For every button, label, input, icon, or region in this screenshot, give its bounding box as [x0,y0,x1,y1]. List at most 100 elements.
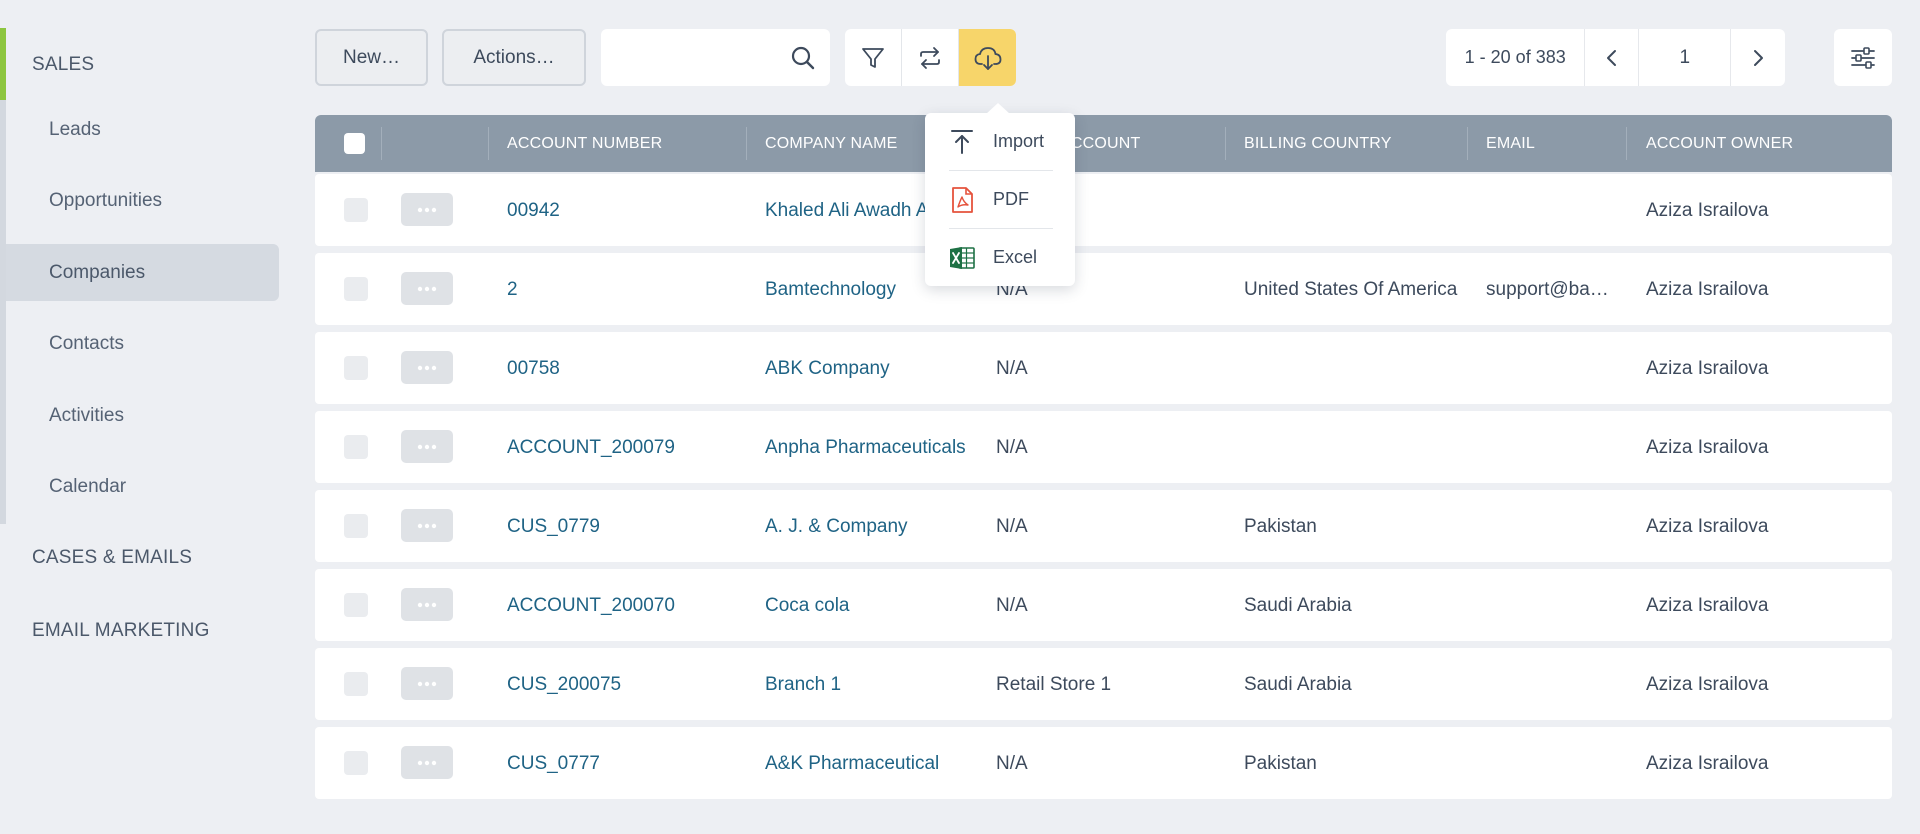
header-separator [488,127,489,160]
account-owner-cell: Aziza Israilova [1646,436,1769,458]
sidebar-item-leads[interactable]: Leads [49,118,101,140]
column-settings-button[interactable] [1834,29,1892,86]
billing-country-cell: United States Of America [1244,278,1458,300]
export-dropdown: Import PDF Excel [925,103,1075,286]
row-actions-button[interactable] [401,193,453,226]
sidebar-item-opportunities[interactable]: Opportunities [49,189,163,211]
company-name-link[interactable]: Branch 1 [765,673,842,695]
new-button[interactable]: New… [315,29,428,86]
account-owner-cell: Aziza Israilova [1646,594,1769,616]
parent-account-cell: N/A [996,357,1028,379]
import-menu-item[interactable]: Import [925,113,1075,170]
sidebar-item-activities[interactable]: Activities [49,404,124,426]
billing-country-cell [1244,332,1464,404]
refresh-button[interactable] [902,29,959,86]
account-owner-cell: Aziza Israilova [1646,278,1769,300]
account-number-link[interactable]: ACCOUNT_200070 [507,594,675,616]
row-checkbox[interactable] [344,751,368,775]
table-row: ACCOUNT_200079 Anpha Pharmaceuticals N/A… [315,411,1892,483]
actions-button[interactable]: Actions… [442,29,586,86]
row-checkbox[interactable] [344,514,368,538]
row-actions-button[interactable] [401,351,453,384]
more-dots-icon [417,286,437,291]
row-actions-button[interactable] [401,509,453,542]
billing-country-cell: Pakistan [1244,752,1317,774]
column-header-account[interactable]: ACCOUNT [1060,134,1141,152]
account-owner-cell: Aziza Israilova [1646,357,1769,379]
row-checkbox[interactable] [344,277,368,301]
account-number-link[interactable]: ACCOUNT_200079 [507,436,675,458]
prev-page-button[interactable] [1585,29,1640,86]
table-row: ACCOUNT_200070 Coca cola N/A Saudi Arabi… [315,569,1892,641]
table-row: CUS_0779 A. J. & Company N/A Pakistan Az… [315,490,1892,562]
filter-icon [862,47,884,68]
account-number-link[interactable]: CUS_0779 [507,515,600,537]
page-number[interactable]: 1 [1639,29,1732,86]
account-number-link[interactable]: CUS_200075 [507,673,622,695]
email-cell [1486,569,1626,641]
email-cell [1486,332,1626,404]
row-actions-button[interactable] [401,272,453,305]
row-actions-button[interactable] [401,588,453,621]
pdf-label: PDF [993,189,1029,209]
account-number-link[interactable]: 2 [507,278,518,300]
pagination: 1 - 20 of 383 1 [1446,29,1785,86]
search-input[interactable] [601,29,781,86]
refresh-icon [920,46,940,69]
list-tools-group [845,29,1016,86]
sidebar: SALES Leads Opportunities Companies Cont… [0,0,290,834]
account-number-link[interactable]: 00758 [507,357,560,379]
table-row: 00942 Khaled Ali Awadh Alrwyla Aziza Isr… [315,174,1892,246]
table-row: 2 Bamtechnology N/A United States Of Ame… [315,253,1892,325]
sales-nav-group [0,28,290,524]
filter-button[interactable] [845,29,902,86]
sliders-icon [1851,46,1875,69]
email-cell [1486,490,1626,562]
section-sales[interactable]: SALES [32,54,95,75]
chevron-left-icon [1606,49,1616,66]
row-checkbox[interactable] [344,435,368,459]
billing-country-cell [1244,174,1464,246]
account-number-link[interactable]: CUS_0777 [507,752,600,774]
sidebar-item-companies[interactable]: Companies [6,244,279,301]
sidebar-item-calendar[interactable]: Calendar [49,475,127,497]
column-header-email[interactable]: EMAIL [1486,134,1536,152]
more-dots-icon [417,760,437,765]
select-all-checkbox[interactable] [344,133,365,154]
row-checkbox[interactable] [344,593,368,617]
pdf-menu-item[interactable]: PDF [925,171,1075,228]
column-header-company-name[interactable]: COMPANY NAME [765,134,898,152]
search-icon[interactable] [790,45,816,71]
column-header-account-owner[interactable]: ACCOUNT OWNER [1646,134,1794,152]
billing-country-cell: Saudi Arabia [1244,594,1352,616]
menu-divider [949,170,1053,171]
row-checkbox[interactable] [344,198,368,222]
account-number-link[interactable]: 00942 [507,199,560,221]
column-header-billing-country[interactable]: BILLING COUNTRY [1244,134,1392,152]
excel-menu-item[interactable]: Excel [925,229,1075,286]
next-page-button[interactable] [1731,29,1785,86]
menu-divider [949,228,1053,229]
company-name-link[interactable]: ABK Company [765,357,890,379]
company-name-link[interactable]: Anpha Pharmaceuticals [765,436,966,458]
row-actions-button[interactable] [401,746,453,779]
export-button[interactable] [959,29,1016,86]
email-cell: support@ba… [1486,278,1609,300]
company-name-link[interactable]: Coca cola [765,594,850,616]
company-name-link[interactable]: Khaled Ali Awadh Alrwyla [765,199,977,221]
sidebar-item-contacts[interactable]: Contacts [49,332,124,354]
row-actions-button[interactable] [401,667,453,700]
column-header-account-number[interactable]: ACCOUNT NUMBER [507,134,663,152]
company-name-link[interactable]: A. J. & Company [765,515,908,537]
section-email-marketing[interactable]: EMAIL MARKETING [32,620,210,641]
excel-file-icon [950,247,975,269]
row-checkbox[interactable] [344,356,368,380]
row-actions-button[interactable] [401,430,453,463]
more-dots-icon [417,602,437,607]
more-dots-icon [417,207,437,212]
row-checkbox[interactable] [344,672,368,696]
more-dots-icon [417,365,437,370]
company-name-link[interactable]: A&K Pharmaceutical [765,752,940,774]
company-name-link[interactable]: Bamtechnology [765,278,896,300]
section-cases-emails[interactable]: CASES & EMAILS [32,547,193,568]
